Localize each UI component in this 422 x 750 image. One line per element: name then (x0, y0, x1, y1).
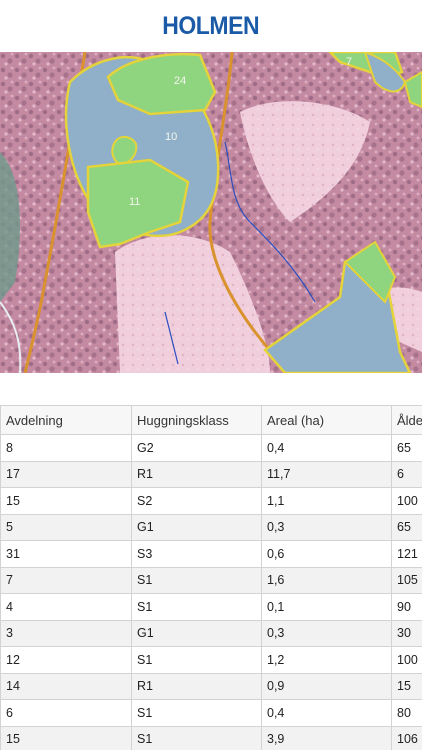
cell-alder: 100 (391, 487, 422, 515)
cell-alder: 65 (391, 513, 422, 541)
cell-areal: 3,9 (261, 725, 392, 750)
column-header-areal[interactable]: Areal (ha) (261, 405, 392, 435)
cell-huggningsklass: S1 (131, 699, 262, 727)
cell-areal: 1,6 (261, 566, 392, 594)
table-header-row: Avdelning Huggningsklass Areal (ha) Ålde… (0, 405, 422, 435)
cell-areal: 0,1 (261, 593, 392, 621)
stand-label-7: 7 (346, 56, 352, 68)
cell-areal: 1,2 (261, 646, 392, 674)
cell-alder: 6 (391, 460, 422, 488)
cell-areal: 1,1 (261, 487, 392, 515)
cell-alder: 30 (391, 619, 422, 647)
cell-avdelning: 31 (0, 540, 132, 568)
stand-11[interactable] (86, 158, 190, 249)
clearing-area (240, 101, 370, 222)
app-header: HOLMEN (0, 0, 422, 52)
cell-huggningsklass: G2 (131, 434, 262, 462)
cell-huggningsklass: R1 (131, 672, 262, 700)
cell-avdelning: 7 (0, 566, 132, 594)
clearing-area (115, 235, 270, 373)
spacer (0, 373, 422, 405)
table-row[interactable]: 12 S1 1,2 100 (0, 646, 422, 674)
table-row[interactable]: 5 G1 0,3 65 (0, 513, 422, 541)
cell-avdelning: 14 (0, 672, 132, 700)
cell-huggningsklass: S1 (131, 593, 262, 621)
column-header-huggningsklass[interactable]: Huggningsklass (131, 405, 262, 435)
stand-label-24: 24 (174, 75, 186, 87)
cell-areal: 11,7 (261, 460, 392, 488)
table-row[interactable]: 8 G2 0,4 65 (0, 434, 422, 462)
cell-avdelning: 8 (0, 434, 132, 462)
island-stand[interactable] (111, 136, 138, 166)
creek-line (164, 311, 179, 365)
wetland-area (0, 152, 20, 302)
table-row[interactable]: 3 G1 0,3 30 (0, 619, 422, 647)
cell-alder: 121 (391, 540, 422, 568)
cell-avdelning: 6 (0, 699, 132, 727)
stand-label-11: 11 (129, 196, 140, 208)
stand-label-10: 10 (165, 131, 177, 143)
forest-map[interactable]: 24 7 10 11 (0, 52, 422, 373)
map-canvas[interactable]: 24 7 10 11 (0, 52, 422, 373)
column-header-avdelning[interactable]: Avdelning (0, 405, 132, 435)
table-row[interactable]: 15 S2 1,1 100 (0, 487, 422, 515)
cell-avdelning: 17 (0, 460, 132, 488)
cell-areal: 0,9 (261, 672, 392, 700)
cell-areal: 0,4 (261, 434, 392, 462)
stand-table-container[interactable]: Avdelning Huggningsklass Areal (ha) Ålde… (0, 405, 422, 750)
creek-line (224, 141, 316, 303)
cell-areal: 0,3 (261, 513, 392, 541)
cell-avdelning: 12 (0, 646, 132, 674)
cell-avdelning: 4 (0, 593, 132, 621)
cell-alder: 105 (391, 566, 422, 594)
cell-areal: 0,6 (261, 540, 392, 568)
cell-alder: 106 (391, 725, 422, 750)
cell-areal: 0,4 (261, 699, 392, 727)
cell-alder: 100 (391, 646, 422, 674)
table-row[interactable]: 6 S1 0,4 80 (0, 699, 422, 727)
table-row[interactable]: 14 R1 0,9 15 (0, 672, 422, 700)
cell-areal: 0,3 (261, 619, 392, 647)
stand-edge[interactable] (343, 240, 397, 304)
cell-avdelning: 3 (0, 619, 132, 647)
holmen-logo: HOLMEN (162, 11, 260, 40)
cell-alder: 15 (391, 672, 422, 700)
cell-huggningsklass: G1 (131, 619, 262, 647)
table-row[interactable]: 31 S3 0,6 121 (0, 540, 422, 568)
column-header-alder[interactable]: Ålder (391, 405, 422, 435)
cell-huggningsklass: G1 (131, 513, 262, 541)
cell-huggningsklass: S1 (131, 646, 262, 674)
cell-avdelning: 15 (0, 725, 132, 750)
cell-huggningsklass: S1 (131, 725, 262, 750)
cell-alder: 80 (391, 699, 422, 727)
cell-huggningsklass: R1 (131, 460, 262, 488)
cell-alder: 65 (391, 434, 422, 462)
stream (0, 301, 22, 373)
cell-alder: 90 (391, 593, 422, 621)
table-row[interactable]: 4 S1 0,1 90 (0, 593, 422, 621)
cell-huggningsklass: S3 (131, 540, 262, 568)
cell-huggningsklass: S2 (131, 487, 262, 515)
table-row[interactable]: 7 S1 1,6 105 (0, 566, 422, 594)
stand-24[interactable] (106, 52, 217, 116)
table-body: 8 G2 0,4 65 17 R1 11,7 6 15 S2 1,1 100 5 G1 0,3 65 31 S3 0… (0, 434, 422, 750)
cell-avdelning: 5 (0, 513, 132, 541)
table-row[interactable]: 17 R1 11,7 6 (0, 460, 422, 488)
table-row[interactable]: 15 S1 3,9 106 (0, 725, 422, 750)
cell-avdelning: 15 (0, 487, 132, 515)
stand-table: Avdelning Huggningsklass Areal (ha) Ålde… (0, 405, 422, 750)
stand-edge[interactable] (403, 70, 422, 109)
cell-huggningsklass: S1 (131, 566, 262, 594)
